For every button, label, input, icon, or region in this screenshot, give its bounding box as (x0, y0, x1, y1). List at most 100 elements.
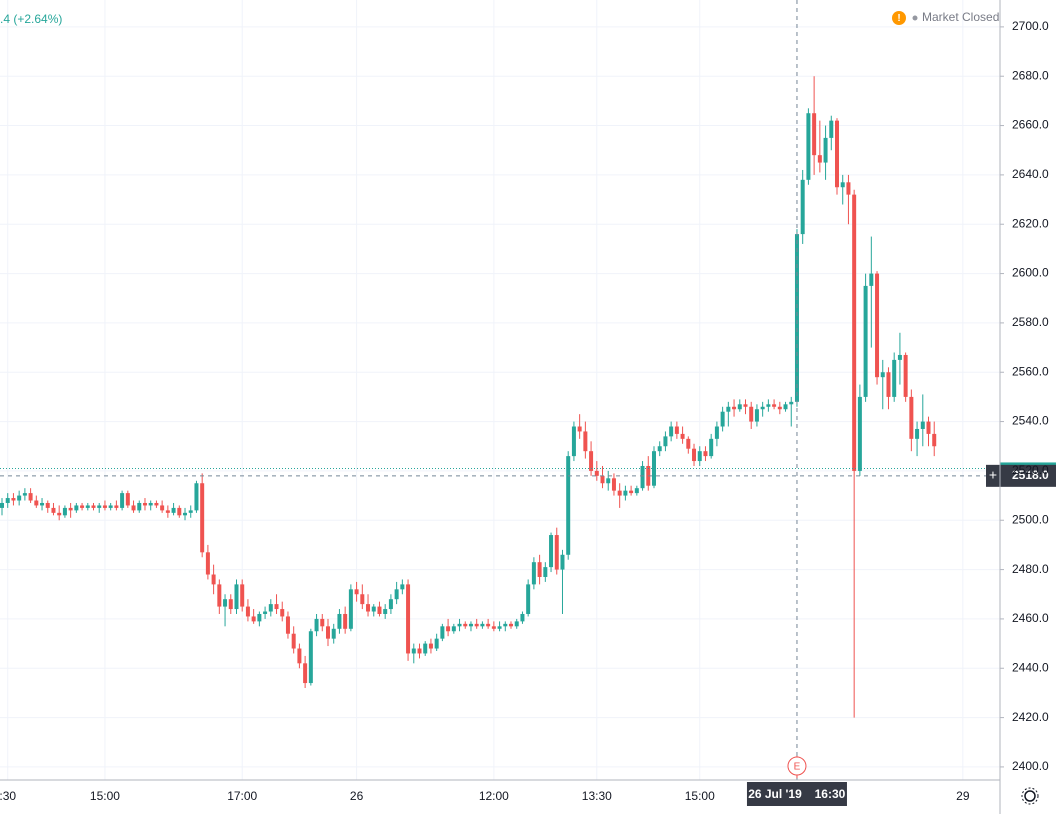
candle-body (268, 604, 273, 612)
candle-body (211, 574, 216, 585)
grid (0, 0, 1004, 780)
candle-body (852, 194, 857, 471)
x-tick-label: 12:00 (479, 789, 509, 803)
candle-body (869, 273, 874, 286)
crosshair-plus: + (989, 467, 997, 483)
candle-body (766, 404, 771, 407)
candle-body (897, 354, 902, 360)
candle-body (503, 623, 508, 627)
candle-body (308, 631, 313, 684)
candle-body (102, 505, 107, 508)
y-tick-label: 2660.0 (1012, 118, 1049, 132)
candle-body (91, 505, 96, 508)
candle-body (383, 609, 388, 614)
y-tick-label: 2640.0 (1012, 167, 1049, 181)
candle-body (531, 562, 536, 585)
candle-body (285, 616, 290, 634)
candle-body (148, 502, 153, 506)
candle-body (491, 626, 496, 629)
candle-body (663, 436, 668, 447)
candle-body (171, 507, 176, 513)
candle-body (915, 428, 920, 439)
candle-body (303, 663, 308, 684)
candle-body (629, 490, 634, 494)
candle-body (257, 613, 262, 622)
candle-body (165, 510, 170, 513)
candle-body (623, 490, 628, 496)
candle-body (125, 493, 130, 506)
candle-body (45, 502, 50, 508)
candle-body (737, 404, 742, 410)
candle-body (205, 552, 210, 575)
candle-body (697, 451, 702, 462)
candle-body (600, 475, 605, 484)
candle-body (331, 628, 336, 639)
candle-body (366, 604, 371, 612)
candle-body (903, 354, 908, 397)
candle-body (526, 584, 531, 614)
candle-body (137, 502, 142, 511)
candle-body (514, 621, 519, 627)
earnings-circle (787, 756, 807, 776)
candle-body (200, 483, 205, 553)
candle-body (154, 502, 159, 506)
candle-body (817, 155, 822, 163)
candle-body (543, 567, 548, 577)
x-tick-label: 13:30 (582, 789, 612, 803)
candle-body (57, 512, 62, 516)
candle-body (560, 554, 565, 570)
x-tick-label: :30 (0, 789, 16, 803)
candle-body (926, 421, 931, 434)
candle-body (594, 470, 599, 476)
candle-body (611, 478, 616, 491)
candle-body (651, 451, 656, 486)
candle-body (537, 562, 542, 577)
status-text: Market Closed (922, 10, 999, 24)
candle-body (554, 535, 559, 570)
candle-body (62, 507, 67, 516)
candle-body (686, 438, 691, 449)
candle-body (829, 120, 834, 138)
candle-body (108, 505, 113, 508)
settings-icon[interactable] (1021, 787, 1039, 805)
candle-body (120, 493, 125, 508)
candle-body (549, 535, 554, 568)
candle-body (51, 507, 56, 513)
candle-body (474, 623, 479, 627)
candle-body (183, 512, 188, 516)
candle-body (114, 505, 119, 508)
candle-body (846, 182, 851, 195)
candle-body (428, 643, 433, 649)
candle-body (68, 507, 73, 511)
candle-body (388, 599, 393, 610)
header-change: .4 (+2.64%) (0, 12, 62, 26)
crosshair-price-box (986, 464, 1056, 487)
candle-body (80, 505, 85, 508)
y-tick-label: 2480.0 (1012, 562, 1049, 576)
candles (0, 76, 937, 718)
y-tick-label: 2560.0 (1012, 364, 1049, 378)
y-tick-label: 2520.0 (1012, 463, 1049, 477)
candle-body (835, 120, 840, 188)
crosshair-price-label: 2518.0 (1012, 468, 1049, 482)
candle-body (640, 465, 645, 489)
candle-body (5, 498, 10, 503)
candle-body (749, 406, 754, 422)
candle-body (800, 179, 805, 235)
candle-body (348, 589, 353, 629)
candle-body (806, 113, 811, 180)
candle-body (875, 273, 880, 378)
candle-body (617, 490, 622, 496)
status-icon (892, 11, 906, 25)
candle-body (674, 426, 679, 434)
y-tick-label: 2500.0 (1012, 512, 1049, 526)
candle-body (423, 643, 428, 654)
candle-body (794, 234, 799, 402)
candle-body (22, 493, 27, 496)
candle-body (0, 502, 5, 508)
candle-body (245, 606, 250, 617)
candle-body (446, 626, 451, 632)
candle-body (371, 606, 376, 612)
candle-body (131, 505, 136, 511)
candle-body (217, 584, 222, 607)
